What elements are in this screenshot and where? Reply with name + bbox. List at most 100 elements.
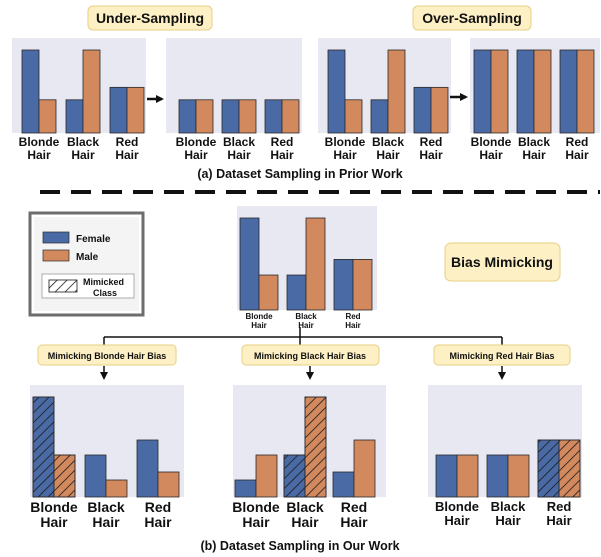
legend-male-swatch	[42, 249, 70, 262]
legend-mimicked-swatch	[48, 279, 78, 293]
tick-label: Hair	[444, 513, 469, 528]
tick-label: Red	[145, 499, 171, 515]
tick-label: Blonde	[176, 135, 217, 149]
bar-female-blonde-hair	[234, 479, 257, 498]
tick-label: Hair	[340, 514, 368, 530]
tick-label: Hair	[40, 514, 68, 530]
tick-label: Hair	[27, 148, 51, 162]
bar-female-black-hair	[486, 454, 509, 498]
tick-label: Hair	[71, 148, 95, 162]
hatch-mimicked-female	[32, 396, 55, 498]
bar-male-black-hair	[82, 49, 101, 134]
charts-layer: BlondeHairBlackHairRedHairBlondeHairBlac…	[12, 38, 600, 530]
tick-label: Blonde	[435, 499, 479, 514]
bar-female-black-hair	[516, 49, 535, 134]
bar-female-red-hair	[264, 99, 283, 134]
tick-label: Black	[518, 135, 550, 149]
legend-mimicked-label-2: Class	[93, 288, 117, 298]
bar-female-black-hair	[84, 454, 107, 498]
bar-male-red-hair	[281, 99, 300, 134]
legend-mimicked-label-1: Mimicked	[83, 277, 124, 287]
tick-label: Hair	[242, 514, 270, 530]
bar-male-red-hair	[352, 258, 373, 311]
tick-label: Black	[372, 135, 404, 149]
tick-label: Hair	[115, 148, 139, 162]
hatch-mimicked-female	[537, 439, 560, 498]
branch-blonde: Mimicking Blonde Hair Bias	[37, 344, 177, 366]
tick-label: Black	[295, 312, 317, 321]
bar-male-black-hair	[305, 217, 326, 311]
tick-label: Blonde	[471, 135, 512, 149]
bar-male-black-hair	[238, 99, 257, 134]
hatch-mimicked-female	[283, 454, 306, 498]
tick-label: Red	[116, 135, 139, 149]
tick-label: Hair	[251, 321, 267, 330]
tick-label: Red	[420, 135, 443, 149]
tick-label: Red	[341, 499, 367, 515]
bar-male-black-hair	[387, 49, 406, 134]
bar-female-blonde-hair	[239, 217, 260, 311]
caption-prior-work: (a) Dataset Sampling in Prior Work	[197, 167, 402, 181]
bar-female-blonde-hair	[178, 99, 197, 134]
tick-label: Black	[67, 135, 99, 149]
branch-label-red: Mimicking Red Hair Bias	[449, 351, 554, 361]
bar-female-blonde-hair	[473, 49, 492, 134]
tick-label: Blonde	[232, 499, 280, 515]
bar-male-red-hair	[126, 86, 145, 134]
bar-male-red-hair	[353, 439, 376, 498]
legend-male-label: Male	[76, 252, 99, 263]
bar-female-red-hair	[109, 86, 128, 134]
tick-label: Hair	[184, 148, 208, 162]
under-sampling-header: Under-Sampling	[87, 5, 213, 31]
bar-male-red-hair	[430, 86, 449, 134]
tick-label: Hair	[495, 513, 520, 528]
tick-label: Blonde	[19, 135, 60, 149]
bar-male-blonde-hair	[195, 99, 214, 134]
tick-label: Black	[286, 499, 324, 515]
hatch-mimicked-male	[558, 439, 581, 498]
tick-label: Blonde	[30, 499, 78, 515]
bar-female-black-hair	[370, 99, 389, 134]
tick-label: Red	[547, 499, 572, 514]
bar-female-red-hair	[136, 439, 159, 498]
tick-label: Red	[345, 312, 360, 321]
tick-label: Blonde	[325, 135, 366, 149]
bar-female-red-hair	[559, 49, 578, 134]
under-sampling-title: Under-Sampling	[96, 10, 204, 26]
bar-male-red-hair	[157, 471, 180, 498]
branch-label-black: Mimicking Black Hair Bias	[254, 351, 366, 361]
tick-label: Blonde	[245, 312, 273, 321]
tick-label: Hair	[376, 148, 400, 162]
tick-label: Hair	[270, 148, 294, 162]
tick-label: Red	[271, 135, 294, 149]
tick-label: Black	[491, 499, 526, 514]
bar-male-black-hair	[507, 454, 530, 498]
tick-label: Hair	[92, 514, 120, 530]
bar-male-blonde-hair	[255, 454, 278, 498]
bar-female-black-hair	[286, 274, 307, 311]
legend-female-swatch	[42, 231, 70, 244]
hatch-mimicked-male	[304, 396, 327, 498]
bar-female-black-hair	[221, 99, 240, 134]
legend: Female Male Mimicked Class	[28, 211, 145, 317]
legend-female-label: Female	[76, 234, 111, 245]
tick-label: Hair	[227, 148, 251, 162]
tick-label: Hair	[522, 148, 546, 162]
bar-male-blonde-hair	[490, 49, 509, 134]
tick-label: Hair	[419, 148, 443, 162]
bar-male-black-hair	[105, 479, 128, 498]
bar-male-blonde-hair	[38, 99, 57, 134]
bar-female-red-hair	[413, 86, 432, 134]
tick-label: Hair	[479, 148, 503, 162]
bar-male-blonde-hair	[258, 274, 279, 311]
tick-label: Hair	[546, 513, 571, 528]
bar-male-blonde-hair	[344, 99, 363, 134]
bias-mimicking-badge: Bias Mimicking	[444, 242, 561, 282]
